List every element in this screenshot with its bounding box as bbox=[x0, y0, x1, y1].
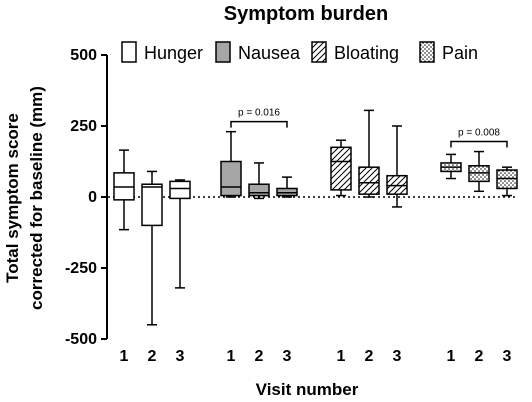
box-pain-visit-1 bbox=[440, 153, 462, 180]
x-tick-label: 3 bbox=[176, 348, 185, 365]
group-bloating: 1 2 3 bbox=[330, 109, 408, 365]
box-iqr bbox=[248, 183, 270, 197]
box-nausea-visit-2 bbox=[248, 162, 270, 200]
y-tick-label: 0 bbox=[88, 189, 97, 206]
x-tick-label: 1 bbox=[227, 348, 236, 365]
box-hunger-visit-3 bbox=[169, 179, 191, 289]
legend-label: Hunger bbox=[144, 43, 203, 63]
x-tick-label: 3 bbox=[393, 348, 402, 365]
box-iqr bbox=[169, 180, 191, 200]
legend-swatch-pain bbox=[419, 41, 435, 63]
box-hunger-visit-2 bbox=[141, 170, 163, 326]
y-tick-label: -500 bbox=[65, 331, 97, 348]
y-tick-label: 500 bbox=[70, 47, 97, 64]
y-axis-label-line1: Total symptom score bbox=[3, 113, 22, 283]
x-axis-label: Visit number bbox=[256, 380, 359, 399]
x-tick-label: 3 bbox=[283, 348, 292, 365]
box-nausea-visit-1 bbox=[220, 130, 242, 198]
x-tick-label: 2 bbox=[148, 348, 157, 365]
plot-area: 1 2 3 1 2 3 p = 0.016 1 2 3 1 2 3 p = 0.008 bbox=[108, 108, 518, 365]
x-tick-label: 2 bbox=[365, 348, 374, 365]
legend-label: Nausea bbox=[238, 43, 301, 63]
bracket-line bbox=[450, 140, 508, 148]
y-ticks: 500 250 0 -250 -500 bbox=[65, 47, 107, 348]
group-pain: 1 2 3 p = 0.008 bbox=[440, 128, 518, 365]
significance-bracket: p = 0.008 bbox=[450, 128, 508, 148]
y-tick-label: -250 bbox=[65, 260, 97, 277]
box-bloating-visit-1 bbox=[330, 139, 352, 197]
bracket-line bbox=[230, 120, 288, 128]
box-iqr bbox=[330, 146, 352, 191]
legend-swatch-bloating bbox=[311, 41, 327, 63]
group-hunger: 1 2 3 bbox=[113, 149, 191, 365]
box-bloating-visit-2 bbox=[358, 109, 380, 198]
legend: Hunger Nausea Bloating Pain bbox=[121, 41, 478, 63]
y-axis-label-line2: corrected for baseline (mm) bbox=[27, 86, 46, 310]
legend-label: Bloating bbox=[334, 43, 399, 63]
x-tick-label: 1 bbox=[447, 348, 456, 365]
chart-title: Symptom burden bbox=[224, 3, 388, 25]
legend-swatch-nausea bbox=[215, 41, 231, 63]
p-value-label: p = 0.008 bbox=[458, 128, 500, 139]
box-iqr bbox=[220, 160, 242, 197]
box-hunger-visit-1 bbox=[113, 149, 135, 231]
x-tick-label: 3 bbox=[503, 348, 512, 365]
x-tick-label: 2 bbox=[475, 348, 484, 365]
x-tick-label: 2 bbox=[255, 348, 264, 365]
y-tick-label: 250 bbox=[70, 118, 97, 135]
box-bloating-visit-3 bbox=[386, 125, 408, 208]
p-value-label: p = 0.016 bbox=[238, 108, 280, 119]
box-pain-visit-2 bbox=[468, 150, 490, 193]
group-nausea: 1 2 3 p = 0.016 bbox=[220, 108, 298, 365]
x-tick-label: 1 bbox=[120, 348, 129, 365]
box-pain-visit-3 bbox=[496, 166, 518, 197]
significance-bracket: p = 0.016 bbox=[230, 108, 288, 128]
legend-label: Pain bbox=[442, 43, 478, 63]
legend-swatch-hunger bbox=[121, 41, 137, 63]
box-nausea-visit-3 bbox=[276, 176, 298, 198]
box-iqr bbox=[141, 183, 163, 227]
box-iqr bbox=[358, 166, 380, 195]
x-tick-label: 1 bbox=[337, 348, 346, 365]
